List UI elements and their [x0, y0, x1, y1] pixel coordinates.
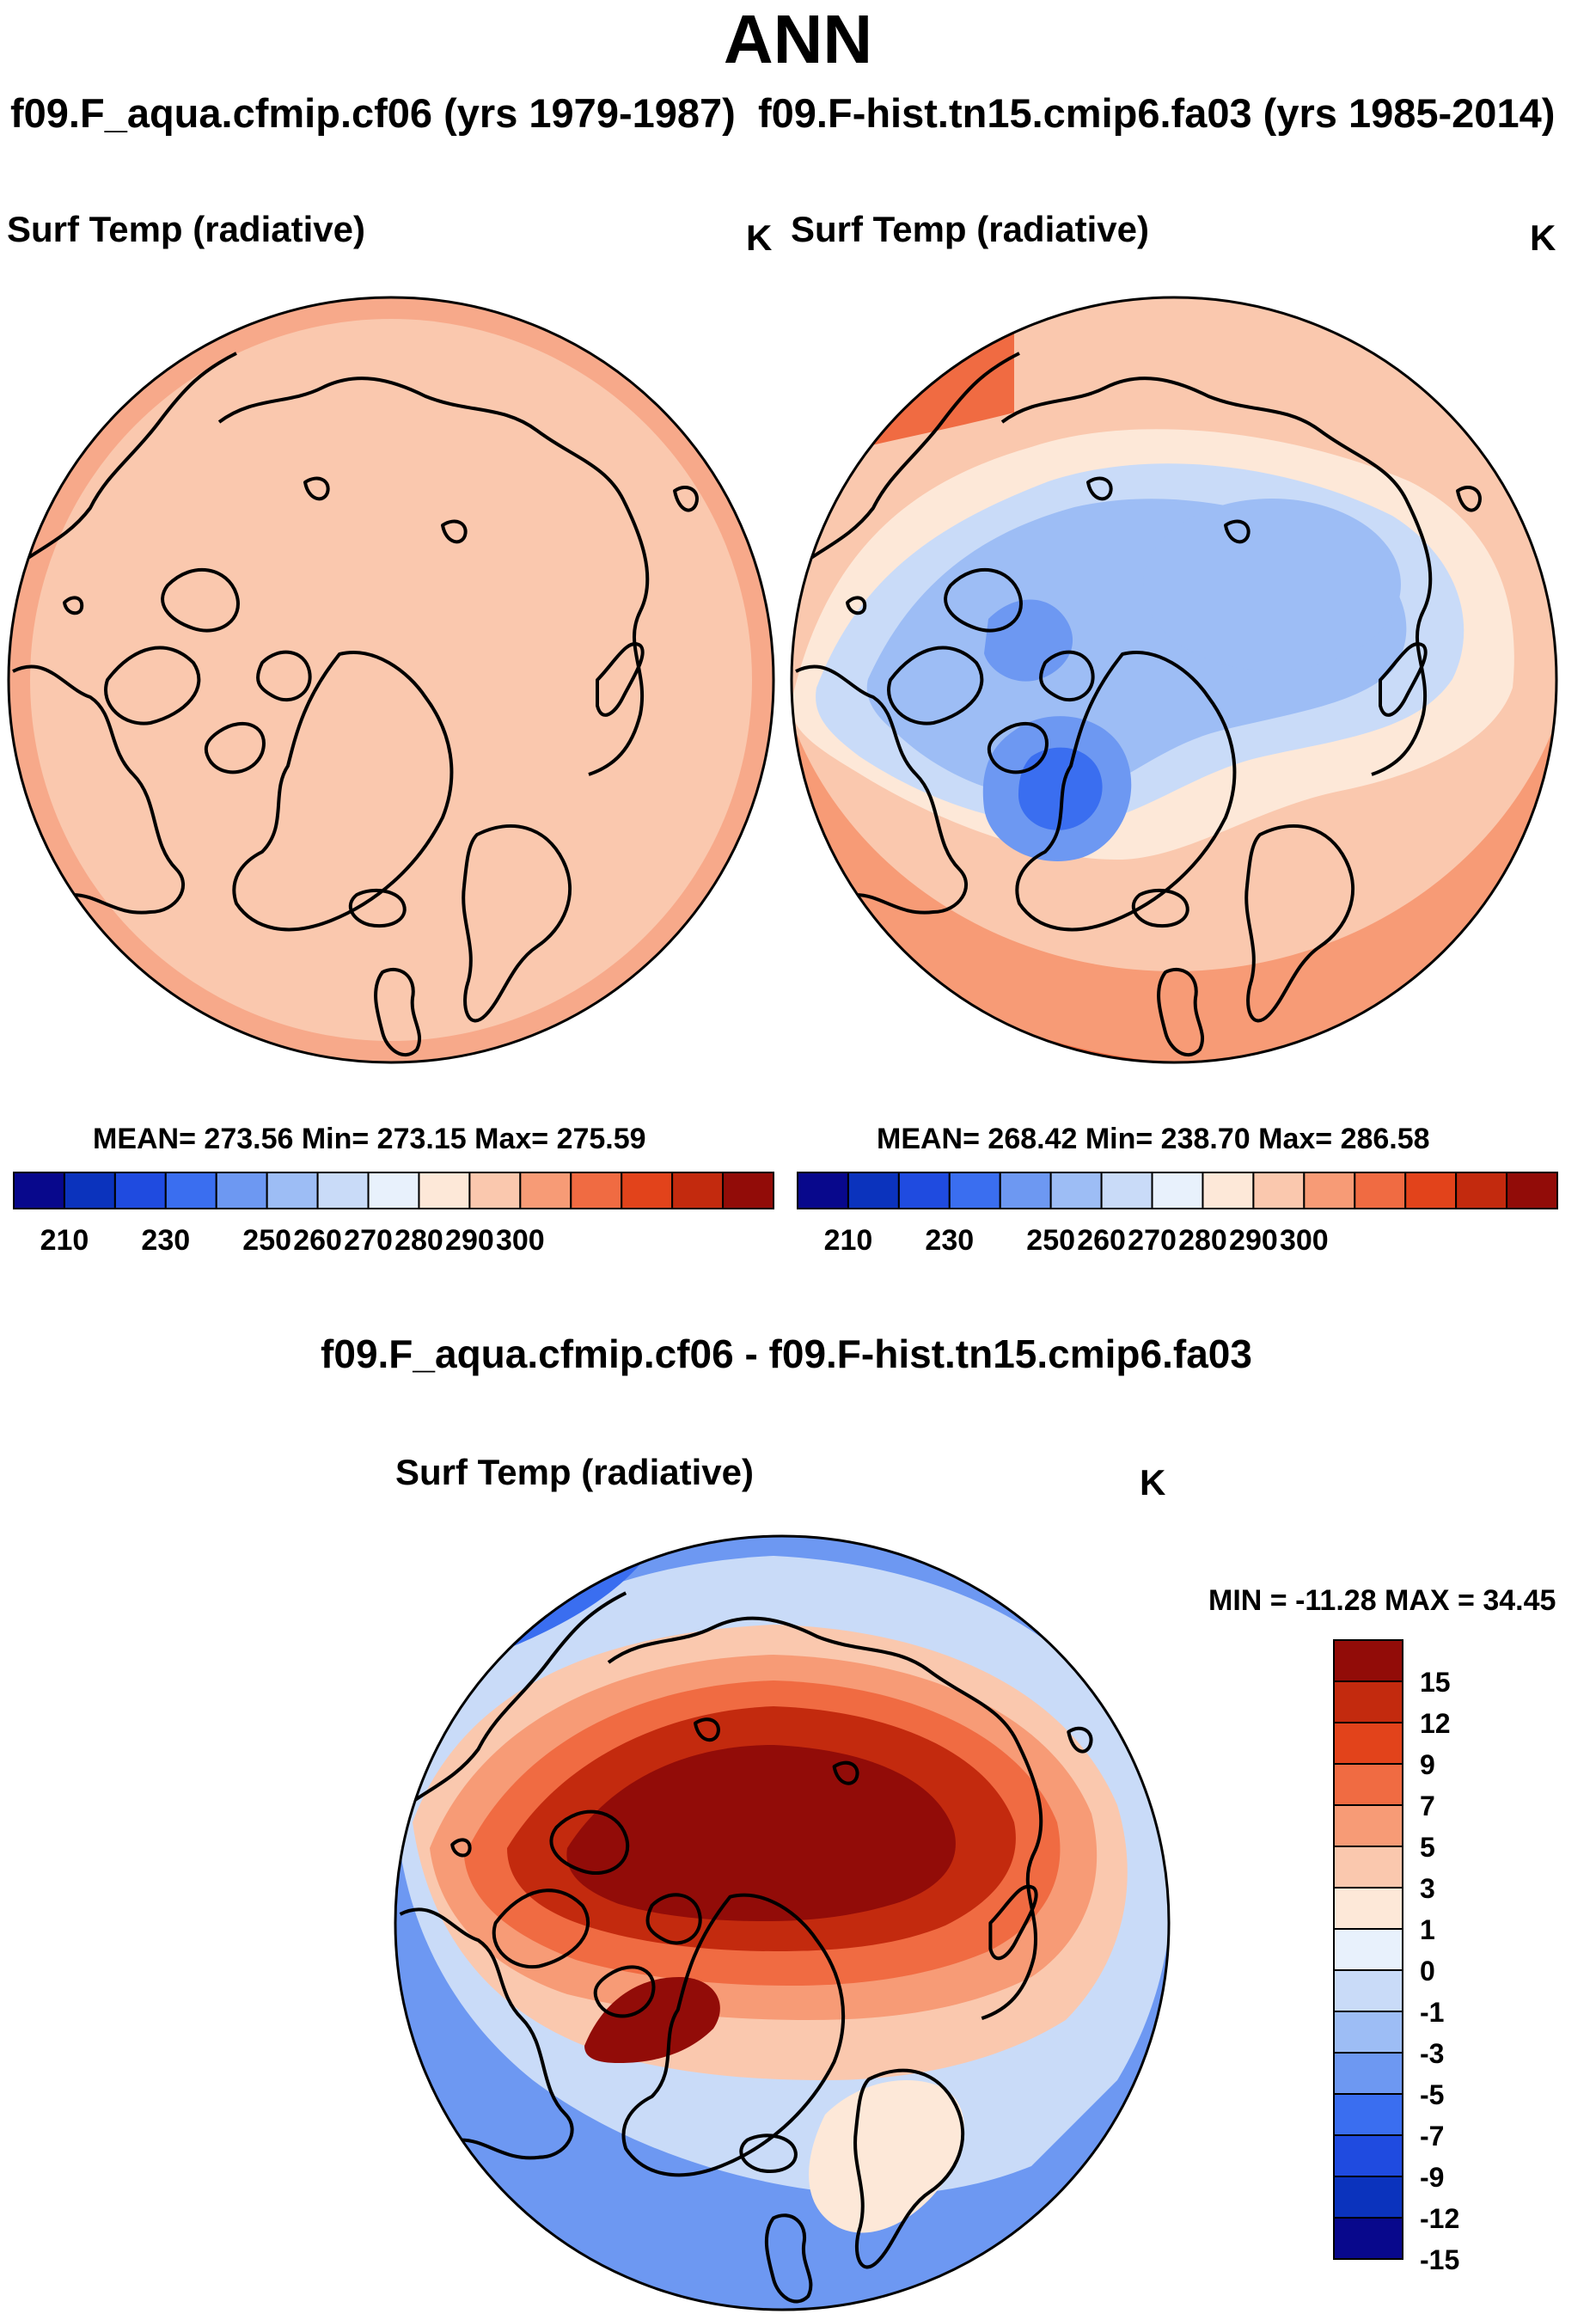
- colorbar1-label: 260: [293, 1224, 342, 1257]
- colorbar-diff-label: 7: [1420, 1791, 1435, 1821]
- colorbar-diff-swatch: [1333, 1722, 1403, 1765]
- colorbar-diff-label: -15: [1420, 2244, 1459, 2275]
- colorbar-diff-swatch: [1333, 2093, 1403, 2136]
- colorbar1-swatch: [570, 1172, 623, 1209]
- colorbar1-swatch: [671, 1172, 725, 1209]
- colorbar2-label: 210: [824, 1224, 873, 1257]
- colorbar-diff-swatch: [1333, 1887, 1403, 1930]
- diff-range: MIN = -11.28 MAX = 34.45: [1208, 1584, 1556, 1617]
- colorbar1-swatch: [621, 1172, 674, 1209]
- colorbar2-swatch: [1506, 1172, 1558, 1209]
- page-title: ANN: [723, 1, 873, 77]
- colorbar2-swatch: [1303, 1172, 1356, 1209]
- colorbar-diff-label: 0: [1420, 1956, 1435, 1986]
- colorbar1-swatch: [164, 1172, 217, 1209]
- colorbar1-label: 270: [344, 1224, 393, 1257]
- colorbar-panel1: 210 230 250 260 270 280 290 300: [13, 1172, 774, 1257]
- colorbar2-swatch: [1151, 1172, 1204, 1209]
- colorbar1-swatch: [468, 1172, 522, 1209]
- colorbar-diff-label: 9: [1420, 1749, 1435, 1780]
- colorbar2-swatch: [847, 1172, 900, 1209]
- colorbar-diff-label: -7: [1420, 2121, 1444, 2152]
- colorbar-diff-swatch: [1333, 1969, 1403, 2012]
- colorbar2-label: 250: [1026, 1224, 1075, 1257]
- case2-title: f09.F-hist.tn15.cmip6.fa03 (yrs 1985-201…: [758, 90, 1556, 136]
- panel1-map: [7, 296, 775, 1064]
- diff-variable: Surf Temp (radiative): [395, 1452, 754, 1492]
- colorbar1-swatch: [722, 1172, 774, 1209]
- colorbar-diff-swatch: [1333, 2134, 1403, 2177]
- colorbar-diff-label: 12: [1420, 1708, 1451, 1739]
- diff-map: [394, 1534, 1171, 2311]
- colorbar-diff-label: 1: [1420, 1914, 1435, 1945]
- colorbar2-swatch: [1404, 1172, 1458, 1209]
- colorbar1-label: 280: [394, 1224, 443, 1257]
- colorbar-diff-swatch: [1333, 1639, 1403, 1682]
- colorbar1-label: 250: [242, 1224, 291, 1257]
- colorbar2-swatch: [797, 1172, 849, 1209]
- colorbar-diff-label: -1: [1420, 1997, 1444, 2028]
- colorbar2-swatch: [1202, 1172, 1255, 1209]
- colorbar-diff-label: -12: [1420, 2203, 1459, 2234]
- colorbar2-swatch: [1252, 1172, 1306, 1209]
- panel2-map: [790, 296, 1558, 1064]
- colorbar-diff-swatch: [1333, 2052, 1403, 2095]
- colorbar2-swatch: [897, 1172, 951, 1209]
- panel2-stats: MEAN= 268.42 Min= 238.70 Max= 286.58: [877, 1123, 1430, 1155]
- colorbar1-swatch: [418, 1172, 471, 1209]
- colorbar2-swatch: [948, 1172, 1001, 1209]
- colorbar1-swatch: [13, 1172, 65, 1209]
- colorbar1-swatch: [367, 1172, 420, 1209]
- colorbar1-swatch: [519, 1172, 572, 1209]
- colorbar-diff-swatch: [1333, 1928, 1403, 1971]
- colorbar1-swatch: [113, 1172, 167, 1209]
- panel1-stats: MEAN= 273.56 Min= 273.15 Max= 275.59: [93, 1123, 646, 1155]
- colorbar-panel2: 210 230 250 260 270 280 290 300: [797, 1172, 1558, 1257]
- panel1-variable: Surf Temp (radiative): [7, 209, 365, 249]
- colorbar2-label: 260: [1077, 1224, 1126, 1257]
- colorbar-diff-swatch: [1333, 2217, 1403, 2260]
- colorbar-diff-swatch: [1333, 1680, 1403, 1723]
- colorbar1-label: 230: [141, 1224, 190, 1257]
- colorbar1-swatch: [63, 1172, 116, 1209]
- colorbar-diff-label: 5: [1420, 1832, 1435, 1863]
- colorbar2-swatch: [1455, 1172, 1508, 1209]
- colorbar2-label: 300: [1280, 1224, 1329, 1257]
- colorbar-diff-label: 15: [1420, 1667, 1451, 1698]
- colorbar1-label: 210: [40, 1224, 89, 1257]
- colorbar1-label: 290: [445, 1224, 494, 1257]
- diff-title: f09.F_aqua.cfmip.cf06 - f09.F-hist.tn15.…: [321, 1331, 1252, 1376]
- colorbar-diff-label: -3: [1420, 2038, 1444, 2069]
- colorbar1-label: 300: [496, 1224, 545, 1257]
- diff-units: K: [1140, 1462, 1166, 1503]
- colorbar-diff-label: -9: [1420, 2162, 1444, 2193]
- colorbar-diff-swatch: [1333, 2011, 1403, 2054]
- colorbar-diff-label: -5: [1420, 2079, 1444, 2110]
- colorbar-diff-swatch: [1333, 1804, 1403, 1847]
- colorbar1-swatch: [215, 1172, 268, 1209]
- case1-title: f09.F_aqua.cfmip.cf06 (yrs 1979-1987): [10, 90, 736, 136]
- colorbar2-label: 290: [1229, 1224, 1278, 1257]
- colorbar-diff-swatch: [1333, 2176, 1403, 2219]
- colorbar2-swatch: [1354, 1172, 1407, 1209]
- panel2-variable: Surf Temp (radiative): [791, 209, 1149, 249]
- colorbar-diff-swatch: [1333, 1763, 1403, 1806]
- colorbar2-swatch: [1100, 1172, 1153, 1209]
- colorbar-diff-label: 3: [1420, 1873, 1435, 1904]
- colorbar2-label: 270: [1128, 1224, 1177, 1257]
- colorbar1-swatch: [266, 1172, 319, 1209]
- colorbar2-swatch: [999, 1172, 1052, 1209]
- colorbar2-swatch: [1049, 1172, 1103, 1209]
- colorbar2-label: 280: [1178, 1224, 1227, 1257]
- colorbar2-label: 230: [925, 1224, 974, 1257]
- colorbar-diff-swatch: [1333, 1846, 1403, 1889]
- panel1-units: K: [746, 217, 773, 258]
- panel2-units: K: [1530, 217, 1556, 258]
- colorbar1-swatch: [316, 1172, 370, 1209]
- colorbar-diff: 15 12 9 7 5 3 1 0 -1 -3 -5 -7 -9 -12 -15: [1333, 1639, 1459, 2275]
